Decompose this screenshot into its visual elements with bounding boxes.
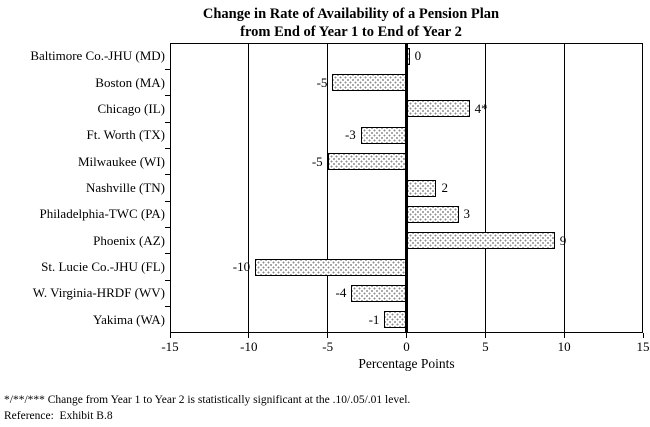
category-axis-tick [165, 68, 170, 70]
bar-value-label: -3 [344, 127, 356, 143]
bar-value-label: -5 [316, 74, 328, 90]
reference-footnote: Reference: Exhibit B.8 [4, 410, 113, 422]
bar-value-label: 9 [559, 232, 567, 248]
x-tick-label: 0 [403, 339, 410, 354]
bar [332, 74, 407, 92]
gridline [484, 43, 486, 333]
bar-value-label: -10 [232, 259, 251, 275]
bar [406, 232, 555, 250]
category-label: Philadelphia-TWC (PA) [39, 206, 165, 222]
bar [406, 205, 459, 223]
x-tick-label: -5 [322, 339, 334, 354]
x-axis-title: Percentage Points [358, 356, 455, 371]
category-axis-tick [165, 227, 170, 229]
x-axis-tick [169, 333, 171, 338]
x-tick-label: -10 [240, 339, 258, 354]
x-axis-tick [406, 333, 407, 338]
category-label: St. Lucie Co.-JHU (FL) [41, 259, 165, 275]
x-tick-label: 15 [636, 339, 650, 354]
category-axis-tick [165, 121, 170, 123]
category-axis-tick [165, 253, 170, 255]
category-axis-tick [165, 279, 170, 281]
category-axis-tick [165, 200, 170, 202]
chart-title-line2: from End of Year 1 to End of Year 2 [240, 24, 462, 40]
bar-value-label: -5 [311, 153, 323, 169]
bar-value-label: 2 [441, 180, 448, 195]
x-tick-label: -15 [161, 339, 179, 354]
x-tick-label: 10 [557, 339, 571, 354]
bar [360, 126, 407, 144]
category-axis-tick [165, 147, 170, 149]
x-axis-tick [484, 333, 486, 338]
category-label: Milwaukee (WI) [78, 153, 165, 169]
category-label: Baltimore Co.-JHU (MD) [30, 48, 165, 64]
x-axis-tick [248, 333, 250, 338]
bar-value-label: -4 [335, 285, 347, 301]
chart-title-line1: Change in Rate of Availability of a Pens… [202, 6, 500, 22]
x-tick-label: 5 [482, 339, 489, 354]
gridline [563, 43, 565, 333]
category-axis-tick [165, 174, 170, 176]
category-label: Nashville (TN) [85, 179, 165, 195]
bar [406, 179, 437, 197]
bar-value-label: 3 [463, 206, 471, 222]
category-label: Ft. Worth (TX) [86, 127, 165, 143]
zero-gridline [405, 43, 408, 333]
gridline [248, 43, 250, 333]
significance-footnote: */**/*** Change from Year 1 to Year 2 is… [4, 394, 411, 406]
bar-value-label: -1 [368, 311, 380, 327]
category-label: Chicago (IL) [97, 100, 165, 116]
category-label: Yakima (WA) [93, 311, 165, 327]
category-label: Boston (MA) [95, 74, 165, 90]
x-axis-tick [642, 333, 644, 338]
gridline [327, 43, 329, 333]
x-axis-tick [327, 333, 329, 338]
chart-title: Change in Rate of Availability of a Pens… [51, 5, 650, 41]
bar-value-label: 0 [414, 48, 422, 64]
bar [384, 311, 407, 329]
bar [351, 284, 407, 302]
bar-value-label: 4* [474, 100, 488, 116]
bar [406, 100, 470, 118]
category-label: W. Virginia-HRDF (WV) [32, 285, 165, 301]
bar [255, 258, 407, 276]
bar [327, 153, 407, 171]
category-axis-tick [165, 95, 170, 97]
x-axis-tick [563, 333, 565, 338]
category-label: Phoenix (AZ) [93, 232, 165, 248]
category-axis-tick [165, 306, 170, 308]
